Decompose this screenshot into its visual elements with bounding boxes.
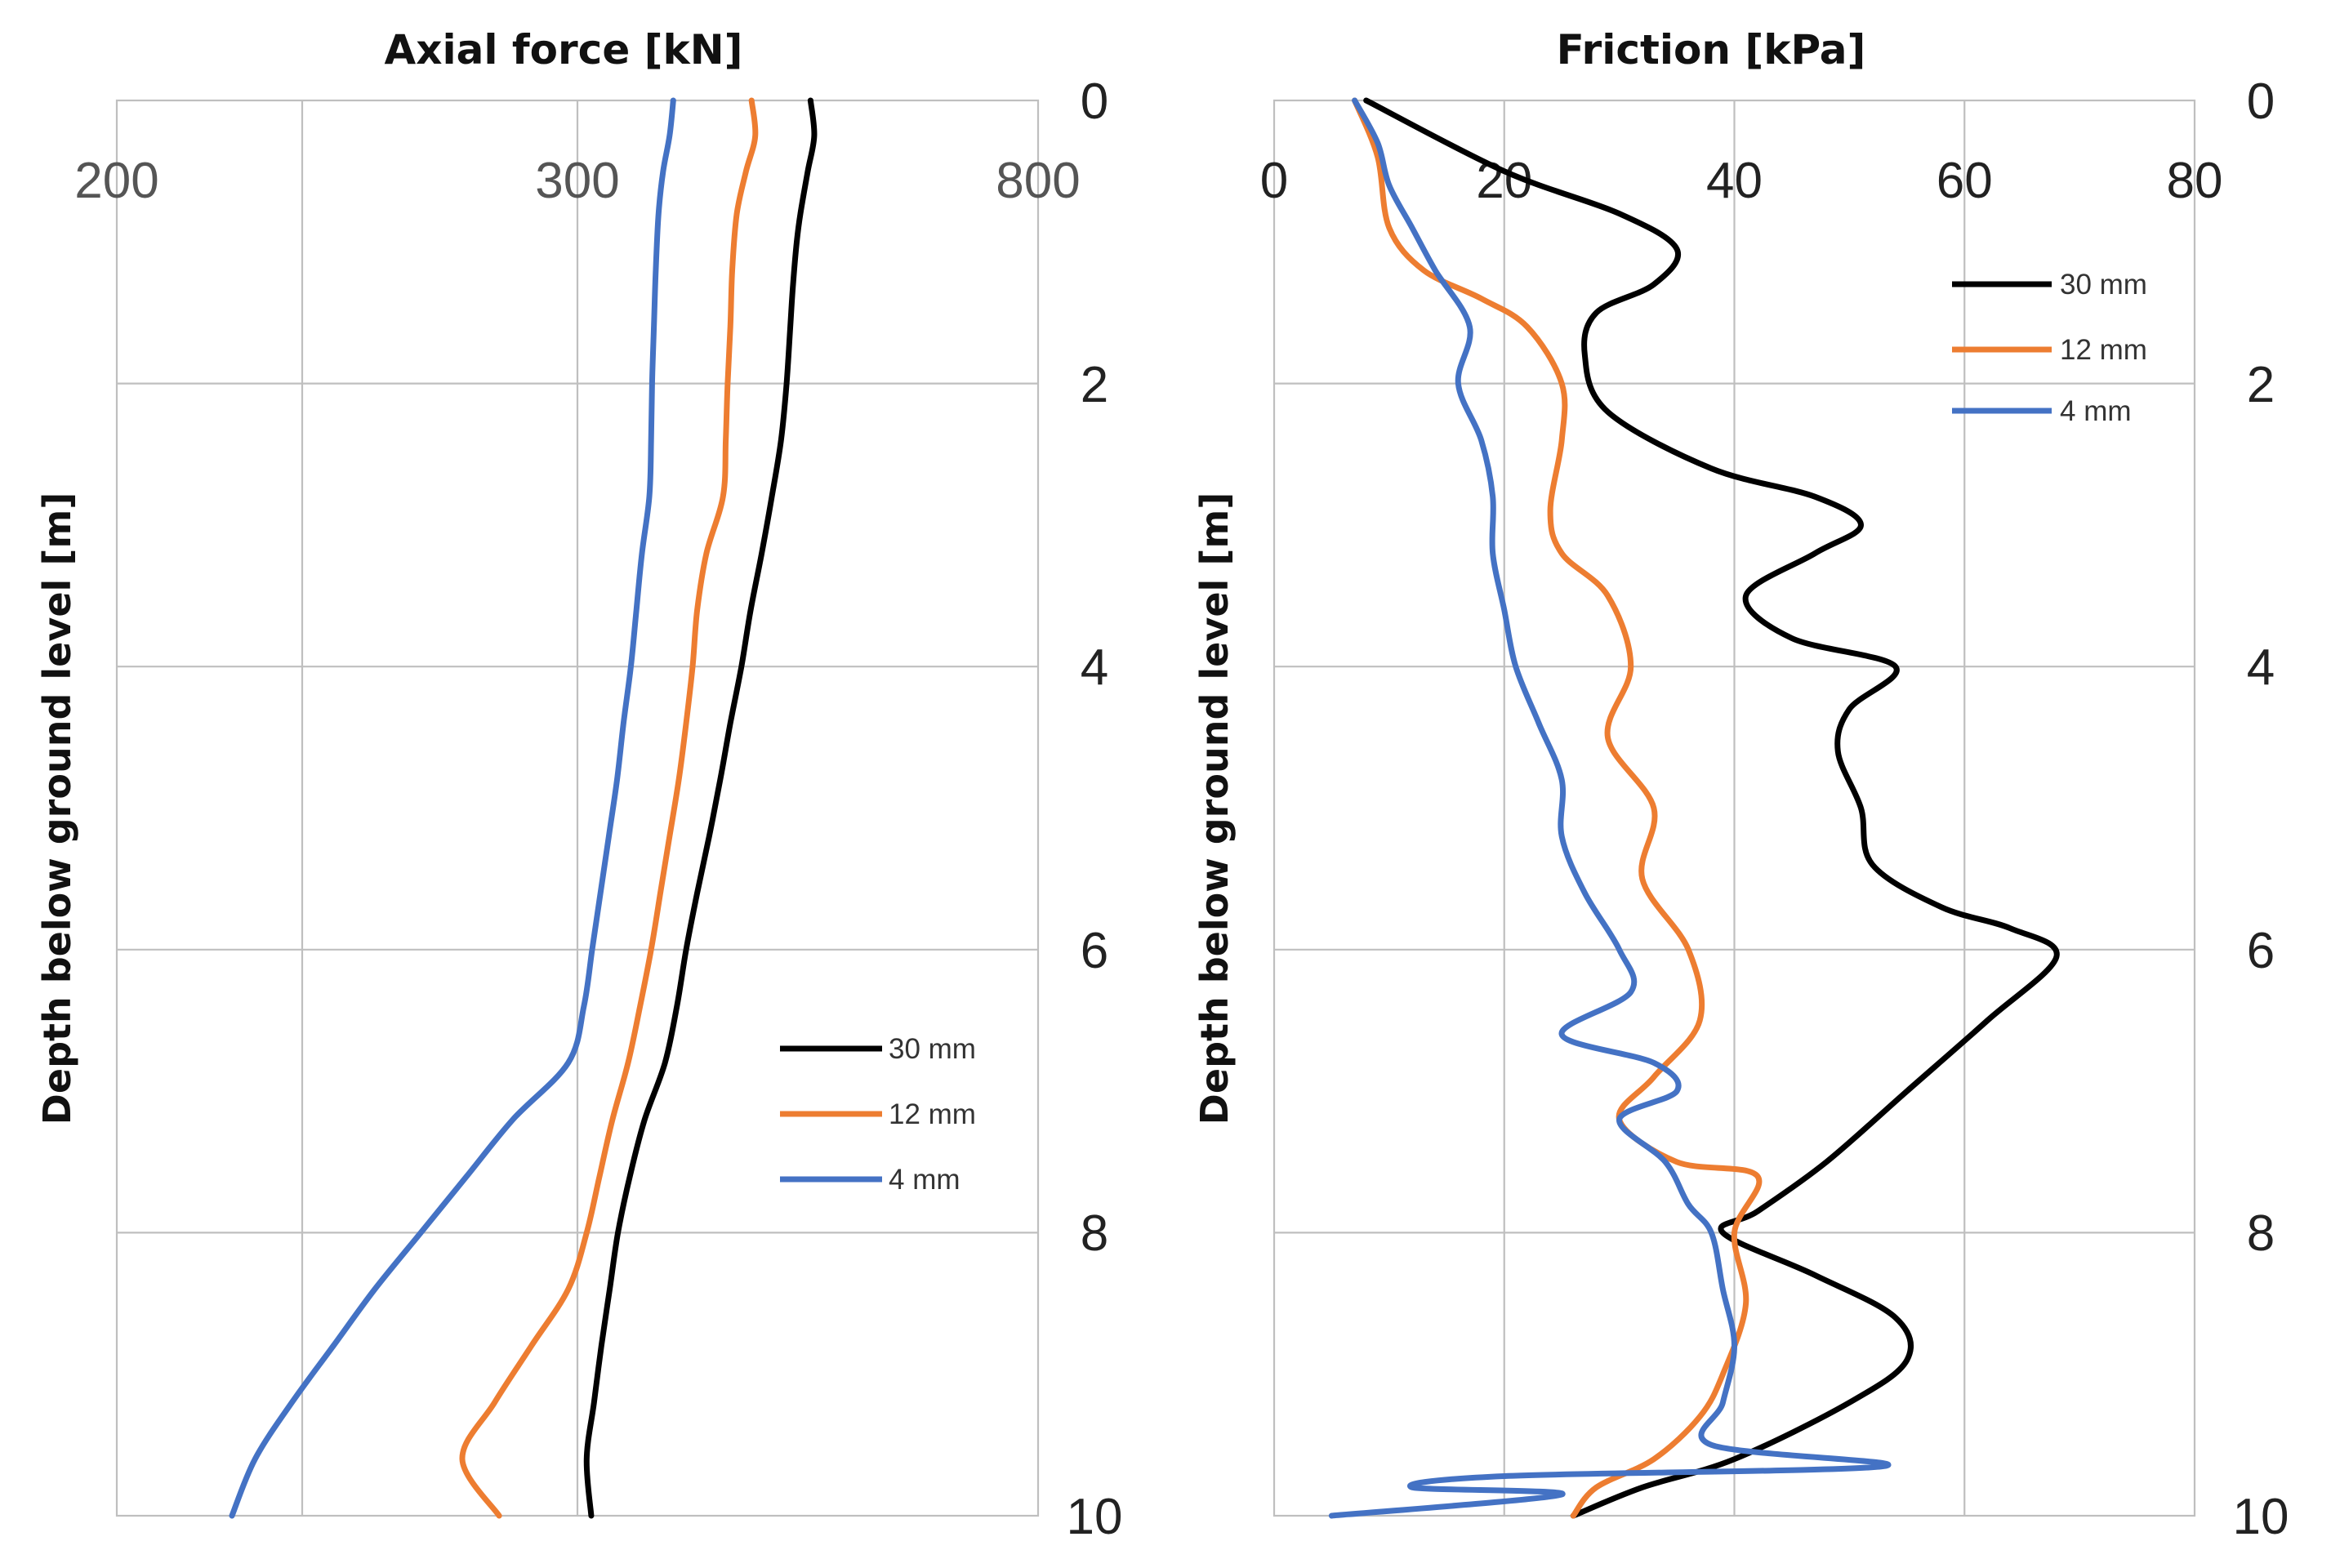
axial-gridlines [115, 99, 1040, 1517]
friction-legend-label-30mm: 30 mm [2060, 269, 2147, 301]
axial-series-group [229, 97, 818, 1519]
friction-x-tick-label: 40 [1706, 153, 1763, 209]
axial-y-axis-label: Depth below ground level [m] [35, 492, 79, 1125]
friction-y-tick-label: 2 [2247, 357, 2275, 413]
friction-chart: Friction [kPa] 0 20 40 60 80 0 2 4 6 8 1… [1192, 26, 2289, 1545]
axial-y-tick-label: 10 [1067, 1489, 1123, 1545]
friction-legend: 30 mm 12 mm 4 mm [1952, 269, 2147, 427]
friction-series-4mm-line [1328, 97, 1892, 1519]
axial-y-tick-label: 6 [1081, 923, 1108, 979]
friction-y-tick-label: 10 [2233, 1489, 2289, 1545]
axial-y-tick-label: 2 [1081, 357, 1108, 413]
friction-legend-label-12mm: 12 mm [2060, 334, 2147, 366]
friction-y-tick-label: 8 [2247, 1205, 2275, 1262]
friction-series-group [1328, 97, 2060, 1519]
axial-series-12mm-line [459, 97, 759, 1519]
axial-legend-label-12mm: 12 mm [889, 1098, 976, 1130]
friction-x-tick-label: 0 [1260, 153, 1288, 209]
axial-legend-label-4mm: 4 mm [889, 1164, 960, 1196]
friction-series-30mm-line [1363, 97, 2060, 1519]
friction-x-tick-label: 80 [2167, 153, 2223, 209]
axial-series-30mm-line [583, 97, 818, 1519]
axial-x-tick-label: 200 [74, 153, 158, 209]
axial-x-tick-label: 800 [996, 153, 1080, 209]
axial-legend: 30 mm 12 mm 4 mm [780, 1033, 976, 1196]
axial-y-tick-label: 0 [1081, 74, 1108, 130]
friction-gridlines [1272, 99, 2196, 1517]
friction-y-axis-label: Depth below ground level [m] [1192, 492, 1237, 1125]
friction-series-12mm-line [1352, 97, 1763, 1519]
friction-legend-label-4mm: 4 mm [2060, 395, 2132, 427]
axial-x-tick-label: 300 [535, 153, 619, 209]
axial-chart-title: Axial force [kN] [385, 26, 743, 74]
axial-y-tick-label: 4 [1081, 639, 1108, 696]
axial-force-chart: Axial force [kN] 200 300 800 0 2 4 6 8 1… [35, 26, 1122, 1545]
friction-chart-title: Friction [kPa] [1557, 26, 1866, 74]
friction-x-tick-label: 60 [1937, 153, 1993, 209]
friction-y-tick-label: 0 [2247, 74, 2275, 130]
axial-y-tick-label: 8 [1081, 1205, 1108, 1262]
axial-series-4mm-line [229, 97, 676, 1519]
axial-legend-label-30mm: 30 mm [889, 1033, 976, 1065]
friction-y-tick-label: 4 [2247, 639, 2275, 696]
friction-y-tick-label: 6 [2247, 923, 2275, 979]
